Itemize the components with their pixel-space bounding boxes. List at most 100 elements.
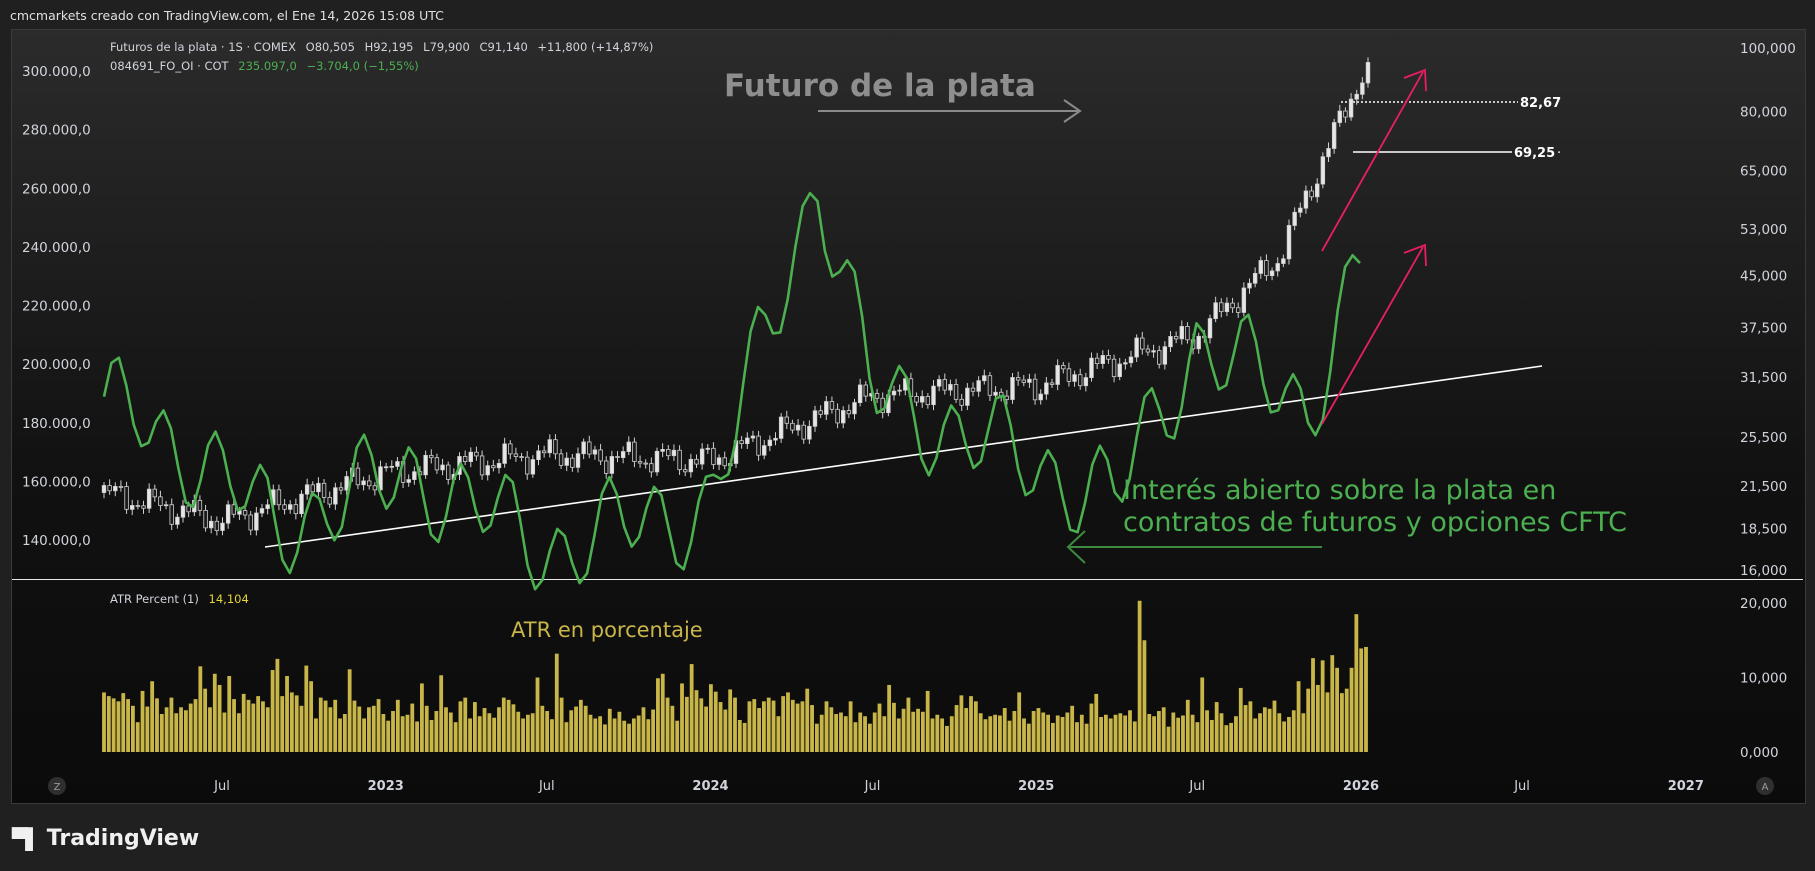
atr-bar xyxy=(381,714,386,752)
atr-bar xyxy=(1359,648,1364,752)
atr-bar xyxy=(256,696,261,752)
chart-frame[interactable] xyxy=(11,29,1806,804)
atr-bar xyxy=(328,707,333,752)
atr-bar xyxy=(150,681,155,752)
time-tick-label: 2024 xyxy=(692,779,728,794)
atr-bar xyxy=(367,707,371,752)
atr-bar xyxy=(660,673,665,752)
right-tick-label: 53,000 xyxy=(1740,222,1787,238)
candle-body xyxy=(361,480,366,486)
atr-tick-label: 20,000 xyxy=(1740,596,1787,612)
candle-body xyxy=(784,416,789,424)
candle-body xyxy=(824,401,829,415)
atr-bar xyxy=(916,708,920,752)
candle-body xyxy=(1083,377,1089,387)
candle-body xyxy=(1038,393,1043,401)
candle-body xyxy=(462,456,468,462)
atr-bar xyxy=(930,718,935,752)
candle-body xyxy=(609,456,615,474)
candle-body xyxy=(564,457,569,466)
atr-bar xyxy=(636,715,641,752)
atr-bar xyxy=(121,693,126,752)
atr-bar xyxy=(1253,718,1258,752)
atr-bar xyxy=(140,690,145,752)
candle-body xyxy=(1094,357,1100,365)
candle-body xyxy=(1185,326,1190,341)
arrow-left-green[interactable] xyxy=(1066,530,1322,564)
candle-body xyxy=(547,439,552,454)
atr-bar xyxy=(1320,660,1325,752)
candle-body xyxy=(818,410,823,415)
left-tick-label: 220.000,0 xyxy=(22,299,91,315)
zoom-button[interactable]: Z xyxy=(48,777,66,795)
tradingview-brand[interactable]: ▀▌ TradingView xyxy=(12,826,199,851)
legend-series1[interactable]: Futuros de la plata · 1S · COMEX O80,505… xyxy=(110,40,653,54)
atr-bar xyxy=(188,703,193,752)
candle-body xyxy=(1072,374,1077,382)
candle-body xyxy=(107,485,112,492)
candle-body xyxy=(558,453,564,466)
atr-bar xyxy=(617,711,622,752)
atr-bar xyxy=(1287,716,1291,752)
atr-bar xyxy=(713,691,718,752)
candle-body xyxy=(1151,350,1156,353)
atr-bar xyxy=(1219,713,1224,752)
atr-bar xyxy=(554,653,559,752)
atr-bar xyxy=(525,714,530,752)
atr-bar xyxy=(198,666,203,752)
candle-body xyxy=(993,391,998,396)
upward-arrow-interest[interactable] xyxy=(1321,243,1427,425)
atr-bar xyxy=(752,699,757,752)
candle-body xyxy=(863,384,868,397)
atr-axis: 20,000 10,000 0,000 xyxy=(1740,596,1787,761)
candle-body xyxy=(254,512,259,531)
atr-bar xyxy=(1128,710,1132,752)
atr-bar xyxy=(1325,692,1330,752)
atr-bar xyxy=(911,711,916,752)
candle-body xyxy=(598,449,603,462)
candle-body xyxy=(310,484,315,493)
atr-bar xyxy=(1123,715,1128,752)
candle-body xyxy=(485,465,490,476)
atr-bar xyxy=(400,716,405,752)
candle-body xyxy=(214,520,220,531)
atr-bar xyxy=(1209,719,1214,752)
price-candles[interactable] xyxy=(101,57,1371,536)
upward-arrow-price[interactable] xyxy=(1321,68,1427,252)
candle-body xyxy=(1196,335,1201,350)
atr-bar xyxy=(627,723,631,752)
atr-bars[interactable] xyxy=(102,600,1368,752)
candle-body xyxy=(1044,382,1049,395)
atr-bar xyxy=(289,692,294,752)
candle-body xyxy=(970,387,976,392)
candle-body xyxy=(406,479,411,483)
atr-bar xyxy=(179,707,183,752)
candle-body xyxy=(739,440,744,445)
atr-bar xyxy=(757,708,761,752)
atr-bar xyxy=(285,676,289,752)
left-tick-label: 260.000,0 xyxy=(22,181,91,197)
candle-body xyxy=(1326,148,1331,158)
candle-body xyxy=(677,449,682,471)
candle-body xyxy=(502,443,507,464)
atr-bar xyxy=(675,720,680,752)
candle-body xyxy=(795,424,801,431)
atr-bar xyxy=(1364,646,1368,752)
candle-body xyxy=(1010,377,1015,400)
candle-body xyxy=(113,485,118,492)
candle-body xyxy=(541,450,547,454)
open-interest-line[interactable] xyxy=(102,191,1361,591)
atr-bar xyxy=(434,711,439,752)
atr-bar xyxy=(1089,703,1094,752)
candle-body xyxy=(259,508,265,514)
legend-atr[interactable]: ATR Percent (1) 14,104 xyxy=(110,592,249,606)
candle-body xyxy=(468,451,473,462)
atr-bar xyxy=(1258,713,1262,752)
left-tick-label: 200.000,0 xyxy=(22,357,91,373)
atr-bar xyxy=(766,697,771,752)
legend-series2[interactable]: 084691_FO_OI · COT 235.097,0 −3.704,0 (−… xyxy=(110,59,419,73)
atr-bar xyxy=(261,701,265,752)
arrow-right-grey[interactable] xyxy=(818,99,1082,123)
auto-scale-button[interactable]: A xyxy=(1756,777,1774,795)
